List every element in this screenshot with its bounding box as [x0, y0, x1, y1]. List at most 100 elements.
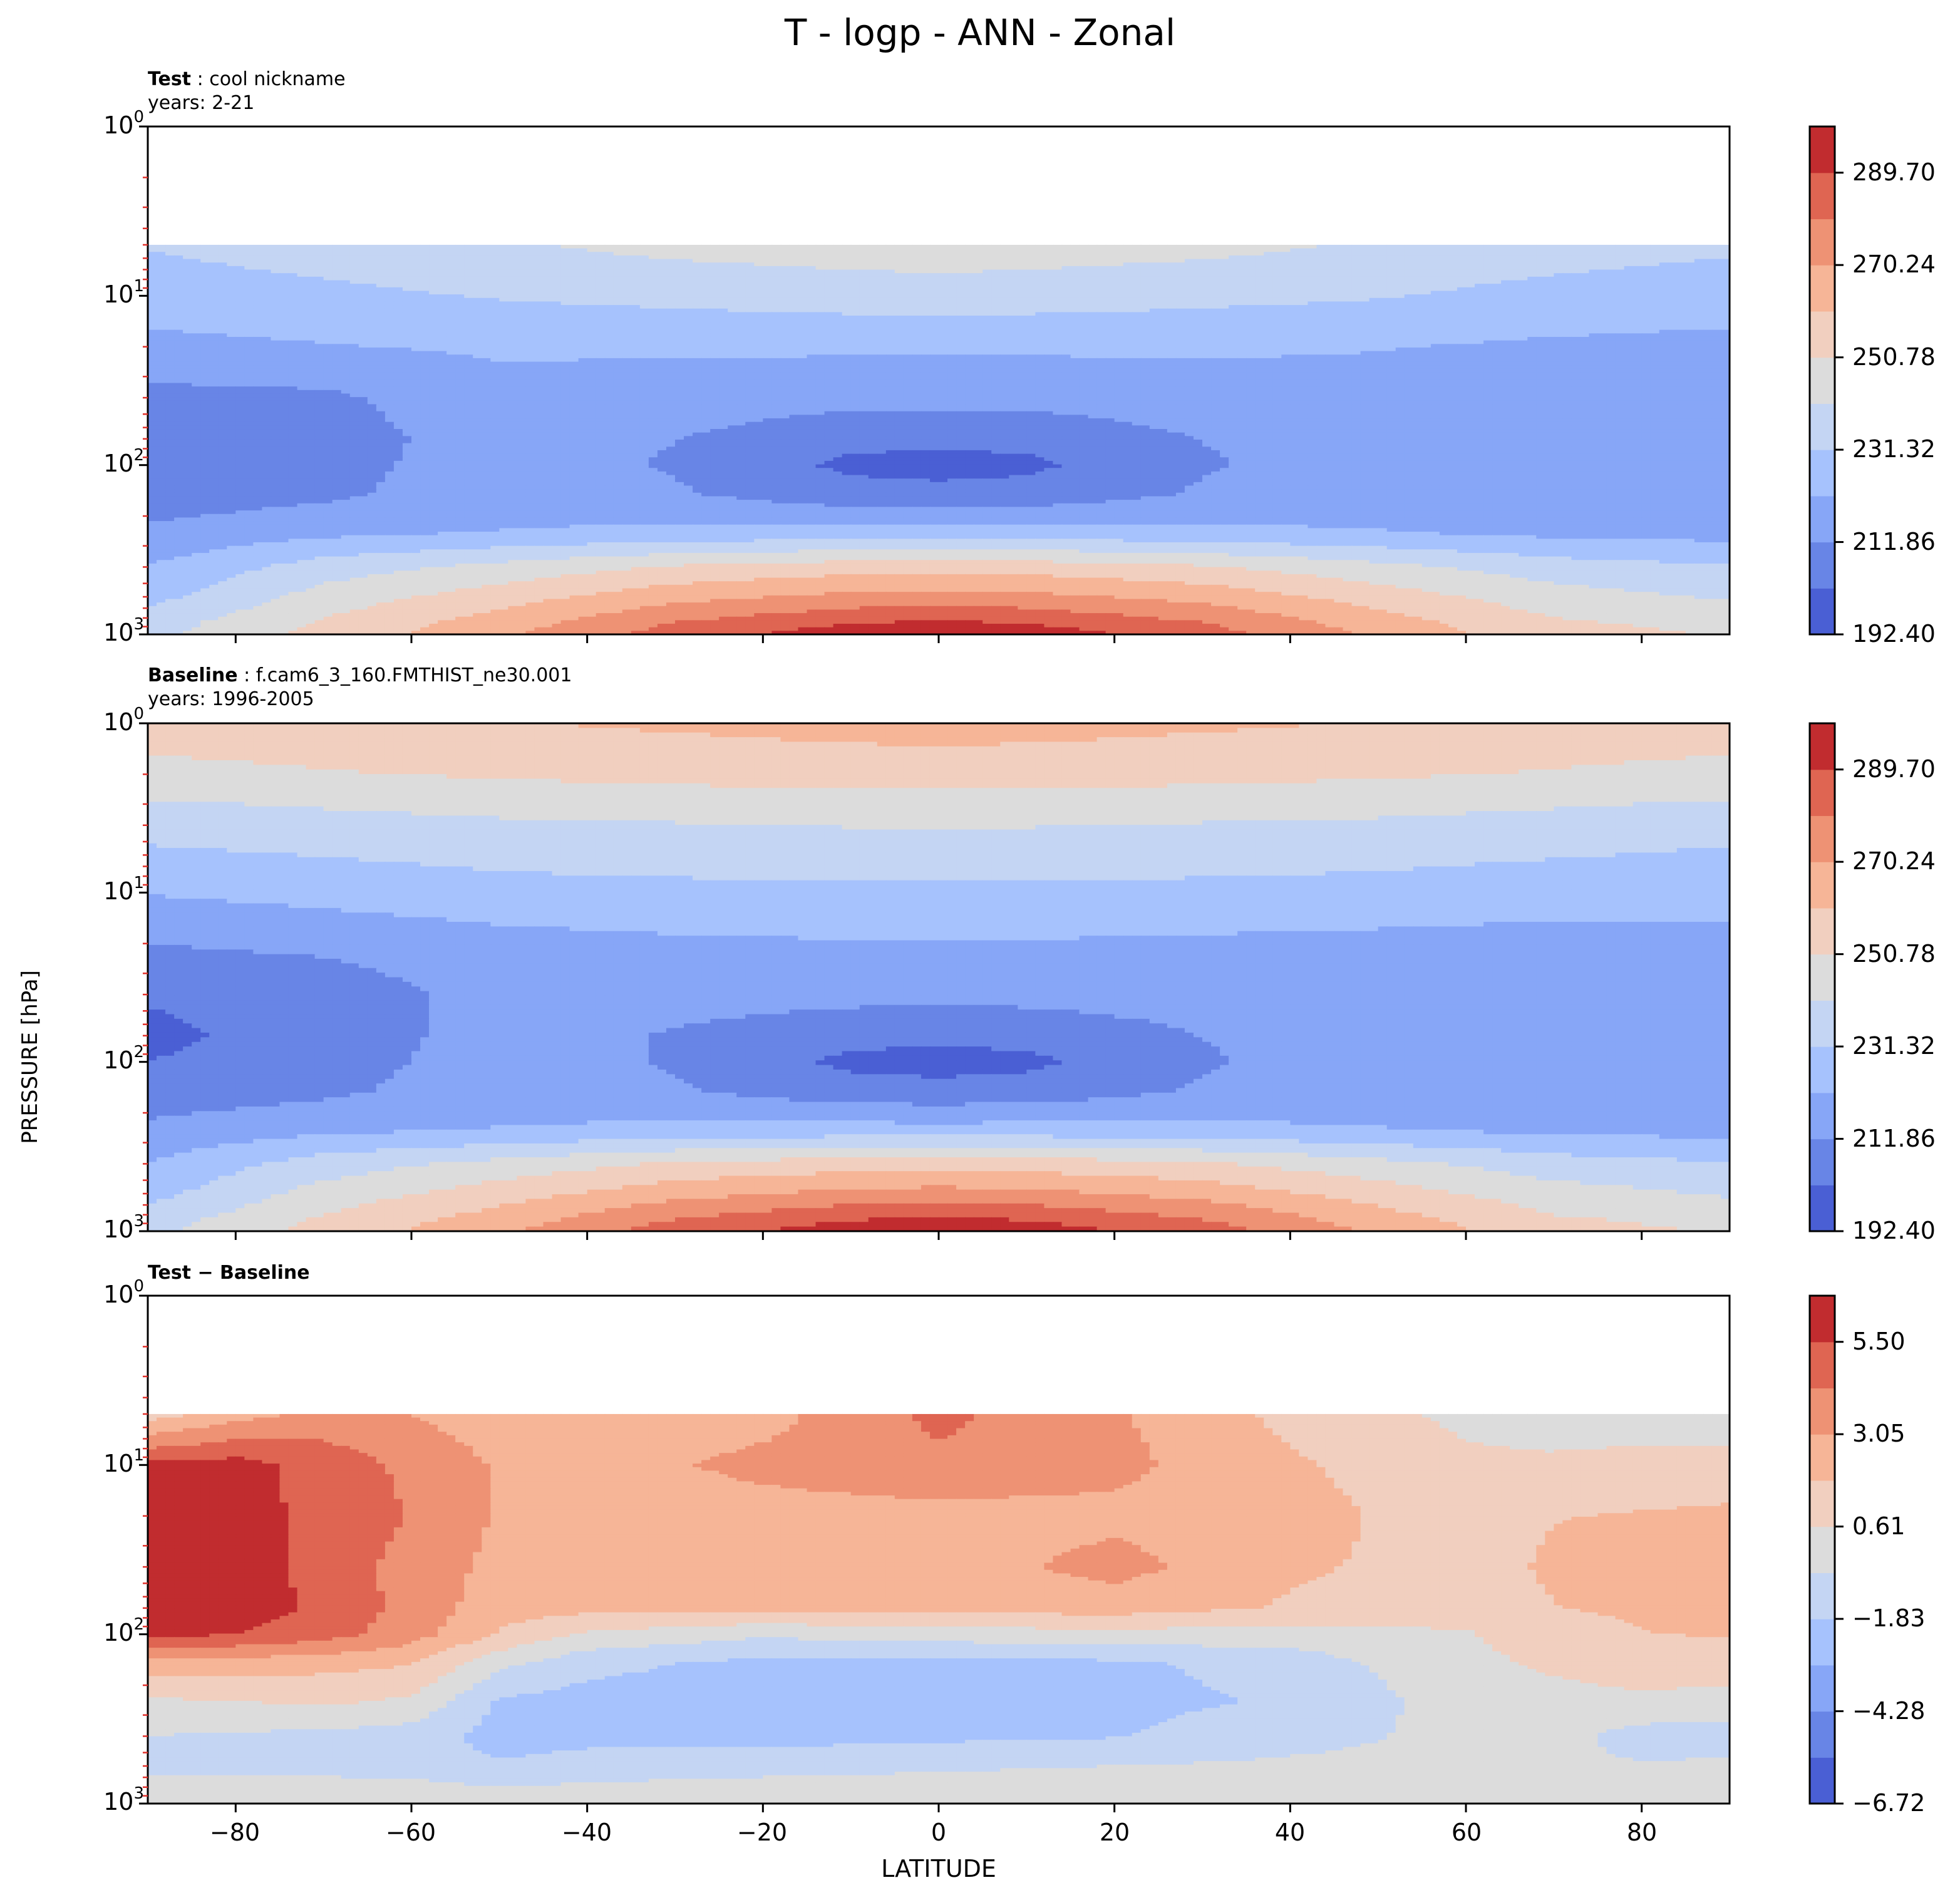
contour-cell — [1466, 277, 1475, 281]
contour-cell — [315, 284, 324, 287]
contour-cell — [1607, 270, 1616, 274]
contour-cell — [1141, 249, 1150, 252]
contour-cell — [429, 281, 438, 284]
contour-cell — [1246, 273, 1256, 277]
contour-cell — [869, 281, 878, 284]
contour-cell — [719, 262, 728, 266]
contour-cell — [1264, 281, 1273, 284]
contour-cell — [684, 245, 693, 249]
contour-cell — [1686, 256, 1695, 259]
contour-cell — [771, 266, 781, 270]
contour-cell — [1115, 245, 1124, 249]
contour-cell — [1554, 277, 1563, 281]
contour-cell — [1281, 259, 1291, 263]
contour-cell — [1255, 284, 1264, 287]
contour-cell — [429, 273, 438, 277]
contour-cell — [1677, 256, 1686, 259]
contour-cell — [754, 284, 763, 287]
contour-cell — [1483, 266, 1493, 270]
contour-cell — [200, 259, 210, 263]
contour-cell — [473, 281, 482, 284]
contour-cell — [825, 262, 834, 266]
contour-cell — [368, 273, 377, 277]
contour-cell — [1123, 287, 1133, 291]
contour-cell — [825, 245, 834, 249]
contour-cell — [1053, 266, 1062, 270]
contour-cell — [1527, 259, 1537, 263]
contour-cell — [183, 291, 192, 294]
contour-cell — [798, 262, 807, 266]
contour-cell — [745, 245, 755, 249]
contour-cell — [1150, 281, 1159, 284]
contour-cell — [684, 252, 693, 256]
contour-cell — [780, 277, 790, 281]
contour-cell — [552, 249, 562, 252]
contour-cell — [1264, 245, 1273, 249]
contour-cell — [1018, 284, 1027, 287]
contour-cell — [525, 273, 535, 277]
contour-cell — [1061, 245, 1071, 249]
contour-cell — [1457, 252, 1467, 256]
contour-cell — [174, 266, 183, 270]
contour-cell — [1527, 266, 1537, 270]
contour-cell — [666, 266, 676, 270]
contour-cell — [280, 259, 289, 263]
contour-cell — [1589, 245, 1598, 249]
contour-cell — [1044, 262, 1053, 266]
contour-cell — [1527, 262, 1537, 266]
contour-cell — [1150, 277, 1159, 281]
contour-cell — [1651, 284, 1660, 287]
contour-cell — [1141, 266, 1150, 270]
contour-cell — [745, 252, 755, 256]
contour-cell — [930, 252, 939, 256]
contour-cell — [860, 287, 869, 291]
contour-cell — [508, 273, 517, 277]
contour-cell — [525, 287, 535, 291]
contour-cell — [1211, 277, 1220, 281]
contour-cell — [411, 284, 421, 287]
contour-cell — [1633, 281, 1643, 284]
contour-cell — [1071, 287, 1080, 291]
contour-cell — [1422, 256, 1431, 259]
contour-cell — [1659, 273, 1669, 277]
contour-cell — [148, 273, 157, 277]
contour-cell — [446, 287, 456, 291]
contour-cell — [306, 262, 316, 266]
contour-cell — [464, 259, 473, 263]
contour-cell — [1422, 270, 1431, 274]
contour-cell — [1141, 245, 1150, 249]
contour-cell — [605, 259, 614, 263]
contour-cell — [614, 270, 623, 274]
contour-cell — [675, 284, 684, 287]
contour-cell — [1264, 259, 1273, 263]
contour-cell — [174, 256, 183, 259]
contour-cell — [1475, 245, 1484, 249]
contour-cell — [1361, 259, 1370, 263]
contour-cell — [218, 291, 227, 294]
contour-cell — [1185, 284, 1194, 287]
contour-cell — [1167, 281, 1177, 284]
contour-cell — [991, 256, 1001, 259]
contour-cell — [1061, 277, 1071, 281]
contour-cell — [534, 284, 544, 287]
contour-cell — [1158, 262, 1168, 266]
contour-cell — [200, 249, 210, 252]
contour-cell — [587, 270, 597, 274]
contour-cell — [253, 287, 262, 291]
contour-cell — [183, 249, 192, 252]
contour-cell — [1237, 287, 1247, 291]
contour-cell — [324, 291, 333, 294]
contour-cell — [789, 281, 798, 284]
contour-cell — [1272, 256, 1282, 259]
contour-cell — [956, 259, 966, 263]
contour-cell — [1694, 270, 1704, 274]
contour-cell — [227, 249, 236, 252]
contour-cell — [965, 249, 974, 252]
contour-cell — [1009, 281, 1018, 284]
contour-cell — [1440, 273, 1449, 277]
contour-cell — [165, 256, 175, 259]
contour-cell — [1562, 249, 1572, 252]
contour-cell — [411, 256, 421, 259]
contour-cell — [710, 281, 720, 284]
contour-cell — [701, 249, 711, 252]
